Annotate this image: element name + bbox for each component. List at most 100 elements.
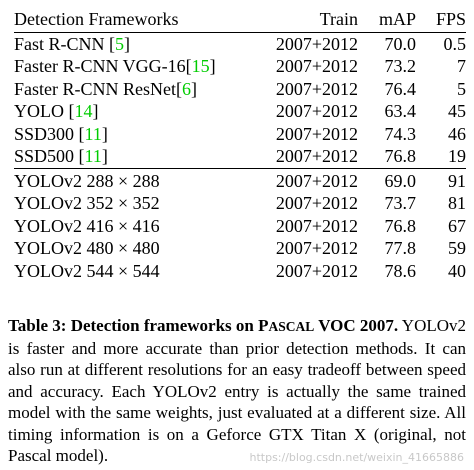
caption-title-smallcaps: ASCAL xyxy=(268,319,315,334)
cell-fps: 46 xyxy=(448,123,466,144)
table-caption: Table 3: Detection frameworks on PASCAL … xyxy=(8,315,466,467)
cell-train: 2007+2012 xyxy=(275,101,358,121)
cell-map: 70.0 xyxy=(384,33,417,54)
framework-name: Fast R-CNN xyxy=(14,33,110,54)
cite-bracket-open: [ xyxy=(78,146,85,166)
cell-framework: YOLOv2 352 × 352 xyxy=(14,192,250,215)
framework-name: YOLOv2 288 × 288 xyxy=(14,170,160,191)
cell-fps: 40 xyxy=(448,260,466,281)
cell-fps: 91 xyxy=(416,167,466,192)
table-row: YOLOv2 288 × 288 2007+2012 69.0 91 xyxy=(14,167,466,192)
table-row: YOLOv2 544 × 544 2007+2012 78.6 40 xyxy=(14,260,466,283)
table-row: YOLOv2 416 × 416 2007+2012 76.8 67 xyxy=(14,215,466,238)
cell-framework: Faster R-CNN ResNet[6] xyxy=(14,78,250,101)
caption-title: Detection frameworks on PASCAL VOC 2007. xyxy=(71,316,398,335)
framework-name: YOLO xyxy=(14,101,69,121)
citation-link[interactable]: 11 xyxy=(84,146,102,166)
watermark-text: https://blog.csdn.net/weixin_41665886 xyxy=(249,451,464,464)
results-table-container: Detection Frameworks Train mAP FPS Fast … xyxy=(14,8,466,282)
table-row: YOLOv2 480 × 480 2007+2012 77.8 59 xyxy=(14,237,466,260)
cell-framework: YOLOv2 416 × 416 xyxy=(14,215,250,238)
results-table: Detection Frameworks Train mAP FPS Fast … xyxy=(14,8,466,282)
caption-title-start: Detection frameworks on P xyxy=(70,316,269,335)
cite-bracket-close: ] xyxy=(101,123,108,144)
cite-bracket-open: [ xyxy=(185,56,192,76)
cell-map: 74.3 xyxy=(384,123,417,144)
cell-map: 76.8 xyxy=(384,215,417,236)
header-train: Train xyxy=(250,8,358,33)
cite-bracket-close: ] xyxy=(124,33,131,54)
cell-fps: 5 xyxy=(457,78,466,99)
cell-map: 73.7 xyxy=(384,193,417,213)
cell-train: 2007+2012 xyxy=(275,78,358,99)
table-row: YOLO [14] 2007+2012 63.4 45 xyxy=(14,100,466,123)
cell-framework: YOLO [14] xyxy=(14,100,250,123)
cell-framework: YOLOv2 480 × 480 xyxy=(14,237,250,260)
framework-name: SSD500 xyxy=(14,146,79,166)
cell-fps: 67 xyxy=(448,215,466,236)
cite-bracket-open: [ xyxy=(109,33,116,54)
cite-bracket-close: ] xyxy=(190,78,197,99)
table-header-row: Detection Frameworks Train mAP FPS xyxy=(14,8,466,33)
table-row: YOLOv2 352 × 352 2007+2012 73.7 81 xyxy=(14,192,466,215)
cell-map: 63.4 xyxy=(384,101,417,121)
cell-train: 2007+2012 xyxy=(275,56,358,76)
table-row: Faster R-CNN ResNet[6] 2007+2012 76.4 5 xyxy=(14,78,466,101)
cell-train: 2007+2012 xyxy=(275,193,358,213)
cite-bracket-open: [ xyxy=(175,78,182,99)
citation-link[interactable]: 5 xyxy=(115,33,125,54)
cell-train: 2007+2012 xyxy=(275,238,358,258)
header-fps: FPS xyxy=(416,8,466,33)
cell-train: 2007+2012 xyxy=(275,33,358,54)
header-framework: Detection Frameworks xyxy=(14,8,250,33)
framework-name: Faster R-CNN ResNet xyxy=(14,78,176,99)
cell-map: 77.8 xyxy=(384,238,417,258)
caption-label: Table 3: xyxy=(8,316,67,335)
table-row: SSD300 [11] 2007+2012 74.3 46 xyxy=(14,123,466,146)
header-map: mAP xyxy=(358,8,416,33)
citation-link[interactable]: 14 xyxy=(74,101,93,121)
cell-fps: 81 xyxy=(448,193,466,213)
cite-bracket-open: [ xyxy=(68,101,75,121)
framework-name: YOLOv2 352 × 352 xyxy=(14,193,160,213)
cell-map: 69.0 xyxy=(358,167,416,192)
citation-link[interactable]: 6 xyxy=(181,78,191,99)
cite-bracket-close: ] xyxy=(209,56,216,76)
cell-train: 2007+2012 xyxy=(275,146,358,166)
framework-name: SSD300 xyxy=(14,123,79,144)
cell-framework: YOLOv2 288 × 288 xyxy=(14,167,250,192)
cite-bracket-close: ] xyxy=(101,146,108,166)
cell-map: 73.2 xyxy=(384,56,417,76)
caption-body: YOLOv2 is faster and more accurate than … xyxy=(8,316,467,465)
framework-name: Faster R-CNN VGG-16 xyxy=(14,56,186,76)
cell-fps: 7 xyxy=(457,56,466,76)
cell-map: 76.4 xyxy=(384,78,417,99)
table-body: Fast R-CNN [5] 2007+2012 70.0 0.5 Faster R-C… xyxy=(14,32,466,282)
cite-bracket-close: ] xyxy=(92,101,99,121)
cell-framework: SSD500 [11] xyxy=(14,145,250,168)
cell-map: 78.6 xyxy=(384,260,417,281)
cell-fps: 0.5 xyxy=(443,33,467,54)
cell-fps: 19 xyxy=(448,146,466,166)
cell-train: 2007+2012 xyxy=(250,167,358,192)
cell-fps: 59 xyxy=(448,238,466,258)
cell-train: 2007+2012 xyxy=(275,215,358,236)
cell-fps: 45 xyxy=(448,101,466,121)
cell-train: 2007+2012 xyxy=(275,123,358,144)
cite-bracket-open: [ xyxy=(78,123,85,144)
citation-link[interactable]: 15 xyxy=(191,56,210,76)
framework-name: YOLOv2 480 × 480 xyxy=(14,238,160,258)
table-row: SSD500 [11] 2007+2012 76.8 19 xyxy=(14,145,466,168)
framework-name: YOLOv2 416 × 416 xyxy=(14,215,160,236)
cell-map: 76.8 xyxy=(384,146,417,166)
table-row: Faster R-CNN VGG-16[15] 2007+2012 73.2 7 xyxy=(14,55,466,78)
cell-framework: Faster R-CNN VGG-16[15] xyxy=(14,55,250,78)
caption-title-end: VOC 2007. xyxy=(314,316,399,335)
framework-name: YOLOv2 544 × 544 xyxy=(14,260,160,281)
citation-link[interactable]: 11 xyxy=(84,123,102,144)
cell-framework: Fast R-CNN [5] xyxy=(14,32,250,55)
cell-train: 2007+2012 xyxy=(275,260,358,281)
table-row: Fast R-CNN [5] 2007+2012 70.0 0.5 xyxy=(14,32,466,55)
cell-framework: YOLOv2 544 × 544 xyxy=(14,260,250,283)
cell-framework: SSD300 [11] xyxy=(14,123,250,146)
